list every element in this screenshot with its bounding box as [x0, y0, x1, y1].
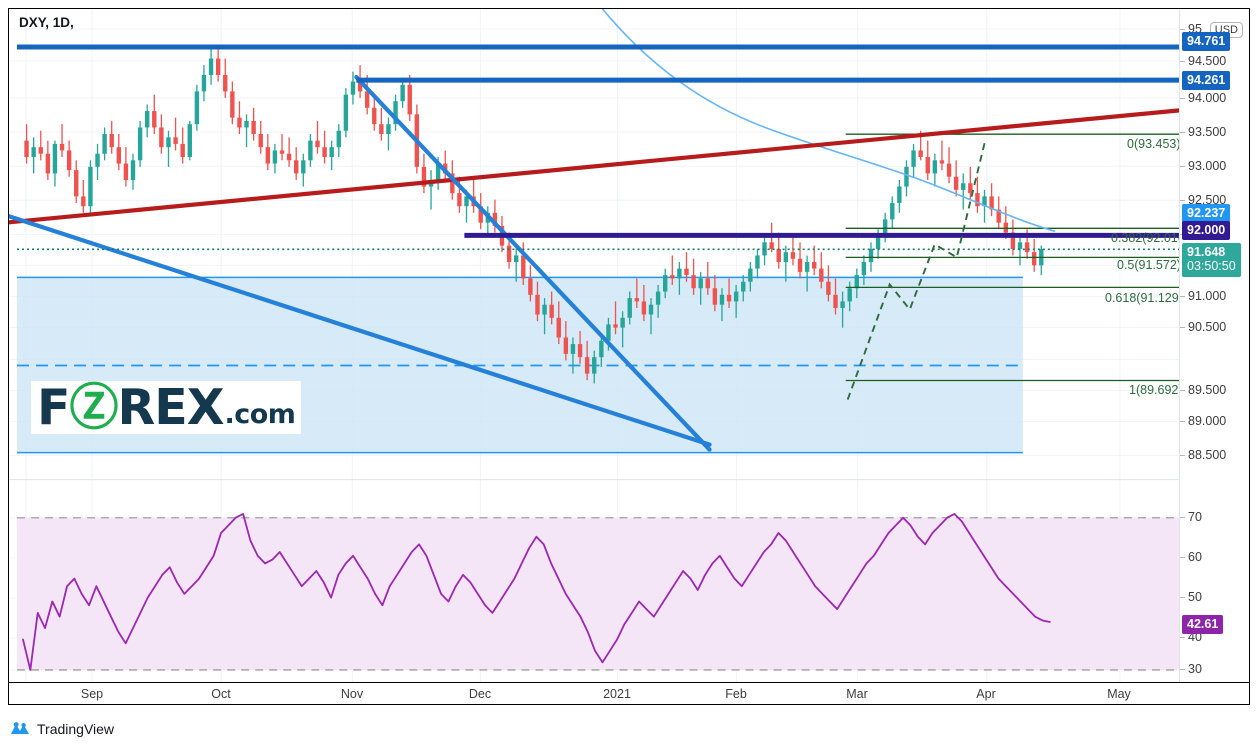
price-axis-tick: 93.000: [1179, 159, 1227, 173]
tradingview-footer[interactable]: TradingView: [10, 721, 114, 737]
price-axis-tick: 89.500: [1179, 383, 1227, 397]
time-axis-tick: Mar: [846, 687, 868, 701]
chart-title: DXY, 1D,: [19, 15, 74, 30]
forex-watermark: FⓏREX .com: [31, 379, 302, 436]
chart-plot-area[interactable]: 0(93.453) 0.382(92.016) 0.5(91.572) 0.618(9…: [9, 9, 1249, 704]
watermark-brand: FⓏREX: [37, 379, 224, 436]
time-axis-tick: Sep: [80, 687, 104, 701]
fib-level-label: 0.5(91.572): [1117, 258, 1181, 272]
price-axis-tick: 94.500: [1179, 54, 1227, 68]
price-badge[interactable]: 92.237: [1182, 204, 1231, 224]
fib-level-label: 0.618(91.129): [1105, 291, 1183, 305]
bar-countdown: 03:50:50: [1187, 259, 1236, 274]
fib-level-label: 1(89.692): [1129, 383, 1183, 397]
fib-level-label: 0.382(92.016): [1111, 231, 1189, 245]
fib-level-label: 0(93.453): [1127, 137, 1181, 151]
moving-average-line[interactable]: [9, 9, 1249, 704]
price-axis-tick: 89.000: [1179, 414, 1227, 428]
time-axis-tick: May: [1107, 687, 1131, 701]
fib-retracement-layer[interactable]: [9, 9, 1249, 704]
rsi-axis-tick: 30: [1180, 662, 1202, 676]
tradingview-label: TradingView: [37, 721, 115, 737]
price-axis-tick: 93.500: [1179, 125, 1227, 139]
price-axis-tick: 88.500: [1179, 448, 1227, 462]
support-resistance-layer[interactable]: [9, 9, 1249, 704]
price-badge[interactable]: 94.761: [1182, 32, 1231, 52]
price-axis-tick: 90.500: [1179, 320, 1227, 334]
time-axis-tick: Nov: [340, 687, 364, 701]
trendlines-layer[interactable]: [9, 9, 1249, 704]
time-axis[interactable]: Sep Oct Nov Dec 2021 Feb Mar Apr May: [9, 682, 1249, 704]
time-axis-tick: 2021: [603, 687, 631, 701]
time-axis-tick: Oct: [211, 687, 231, 701]
rsi-axis-tick: 70: [1180, 510, 1202, 524]
tradingview-logo-icon: [11, 722, 29, 734]
watermark-suffix: .com: [224, 399, 296, 430]
rsi-band-layer: [17, 517, 1180, 671]
time-axis-tick: Dec: [468, 687, 492, 701]
rsi-axis-tick: 60: [1180, 550, 1202, 564]
rsi-series[interactable]: [9, 9, 1249, 704]
price-axis-tick: 91.000: [1179, 289, 1227, 303]
price-axis-tick: 92.500: [1179, 193, 1227, 207]
price-axis-tick: 94.000: [1179, 91, 1227, 105]
time-axis-tick: Feb: [725, 687, 747, 701]
price-badge[interactable]: 94.261: [1182, 71, 1231, 91]
rsi-axis-tick: 50: [1180, 590, 1202, 604]
price-axis[interactable]: USD 9594.50094.00093.50093.00092.50092.0…: [1179, 9, 1249, 684]
time-axis-tick: Apr: [976, 687, 996, 701]
price-badge[interactable]: 92.000: [1182, 221, 1231, 241]
rsi-badge[interactable]: 42.61: [1182, 615, 1224, 635]
price-badge[interactable]: 91.648 03:50:50: [1182, 243, 1241, 277]
chart-frame[interactable]: 0(93.453) 0.382(92.016) 0.5(91.572) 0.618(9…: [8, 8, 1250, 705]
pattern-zigzag-layer[interactable]: [9, 9, 1249, 704]
